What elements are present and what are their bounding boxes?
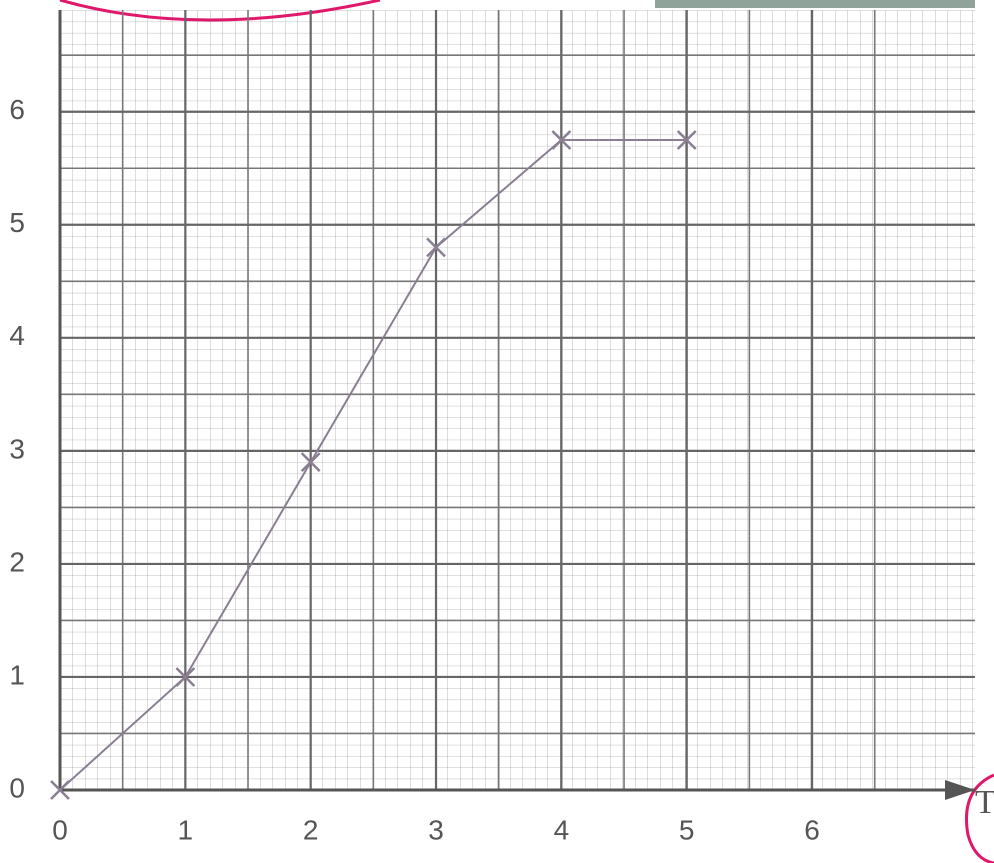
y-tick-label: 5 [9, 207, 25, 238]
y-tick-label: 1 [9, 659, 25, 690]
minor-grid [60, 10, 975, 790]
x-tick-label: 1 [178, 814, 194, 845]
x-tick-label: 3 [428, 814, 444, 845]
page: T 0 1 2 3 4 5 6 0 1 2 3 4 5 6 [0, 0, 994, 863]
header-box [655, 0, 975, 8]
x-tick-label: 0 [52, 814, 68, 845]
chart: T 0 1 2 3 4 5 6 0 1 2 3 4 5 6 [0, 0, 994, 863]
y-tick-label: 2 [9, 546, 25, 577]
x-tick-label: 5 [679, 814, 695, 845]
y-tick-label: 4 [9, 320, 25, 351]
x-tick-label: 6 [804, 814, 820, 845]
x-tick-label: 4 [554, 814, 570, 845]
x-axis-label: T [975, 784, 994, 821]
y-tick-label: 6 [9, 94, 25, 125]
y-tick-label: 0 [9, 772, 25, 803]
x-tick-label: 2 [303, 814, 319, 845]
y-tick-label: 3 [9, 433, 25, 464]
